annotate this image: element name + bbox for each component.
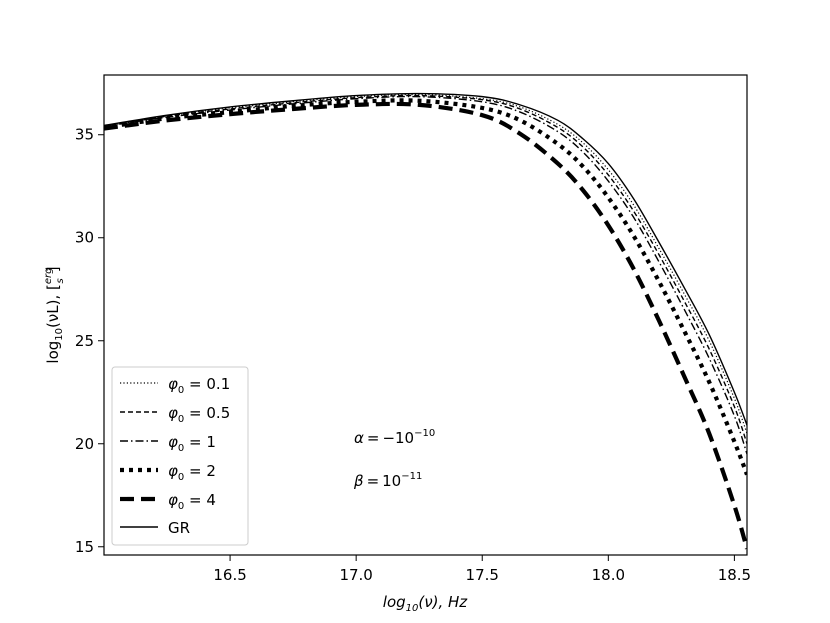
x-axis-label: log10(ν), Hz: [383, 593, 469, 614]
plot-frame: [103, 74, 748, 556]
x-axis-ticks: 16.5 17.0 17.5 18.0 18.5: [213, 555, 751, 584]
series-line-s05: [104, 94, 747, 444]
y-axis-label: log10(νL), [ergs]: [43, 266, 66, 363]
series-layer: [104, 92, 747, 550]
x-tick-label: 17.5: [466, 566, 499, 584]
beta-annotation: β = 10−11: [353, 471, 422, 490]
x-tick-label: 18.5: [718, 566, 751, 584]
y-axis-ticks: 15 20 25 30 35: [75, 126, 104, 556]
legend-label-phi0-4: φ0 = 4: [168, 491, 216, 512]
svg-text:log10(νL), [ergs]: log10(νL), [ergs]: [43, 266, 66, 363]
series-line-gr: [104, 92, 747, 426]
legend-label-phi0-2: φ0 = 2: [168, 462, 216, 483]
legend: φ0 = 0.1 φ0 = 0.5 φ0 = 1 φ0 = 2 φ0 = 4 G…: [111, 366, 249, 546]
x-tick-label: 18.0: [592, 566, 625, 584]
legend-label-gr: GR: [168, 519, 190, 537]
legend-label-phi0-1: φ0 = 1: [168, 433, 216, 454]
legend-label-phi0-0.1: φ0 = 0.1: [168, 375, 230, 396]
y-tick-label: 30: [75, 229, 94, 247]
x-tick-label: 16.5: [213, 566, 246, 584]
alpha-annotation: α = −10−10: [354, 428, 435, 447]
y-tick-label: 15: [75, 538, 94, 556]
y-tick-label: 35: [75, 126, 94, 144]
x-tick-label: 17.0: [339, 566, 372, 584]
y-tick-label: 20: [75, 435, 94, 453]
series-line-s4: [104, 101, 747, 550]
y-tick-label: 25: [75, 332, 94, 350]
series-line-s2: [104, 98, 747, 476]
legend-label-phi0-0.5: φ0 = 0.5: [168, 404, 230, 425]
